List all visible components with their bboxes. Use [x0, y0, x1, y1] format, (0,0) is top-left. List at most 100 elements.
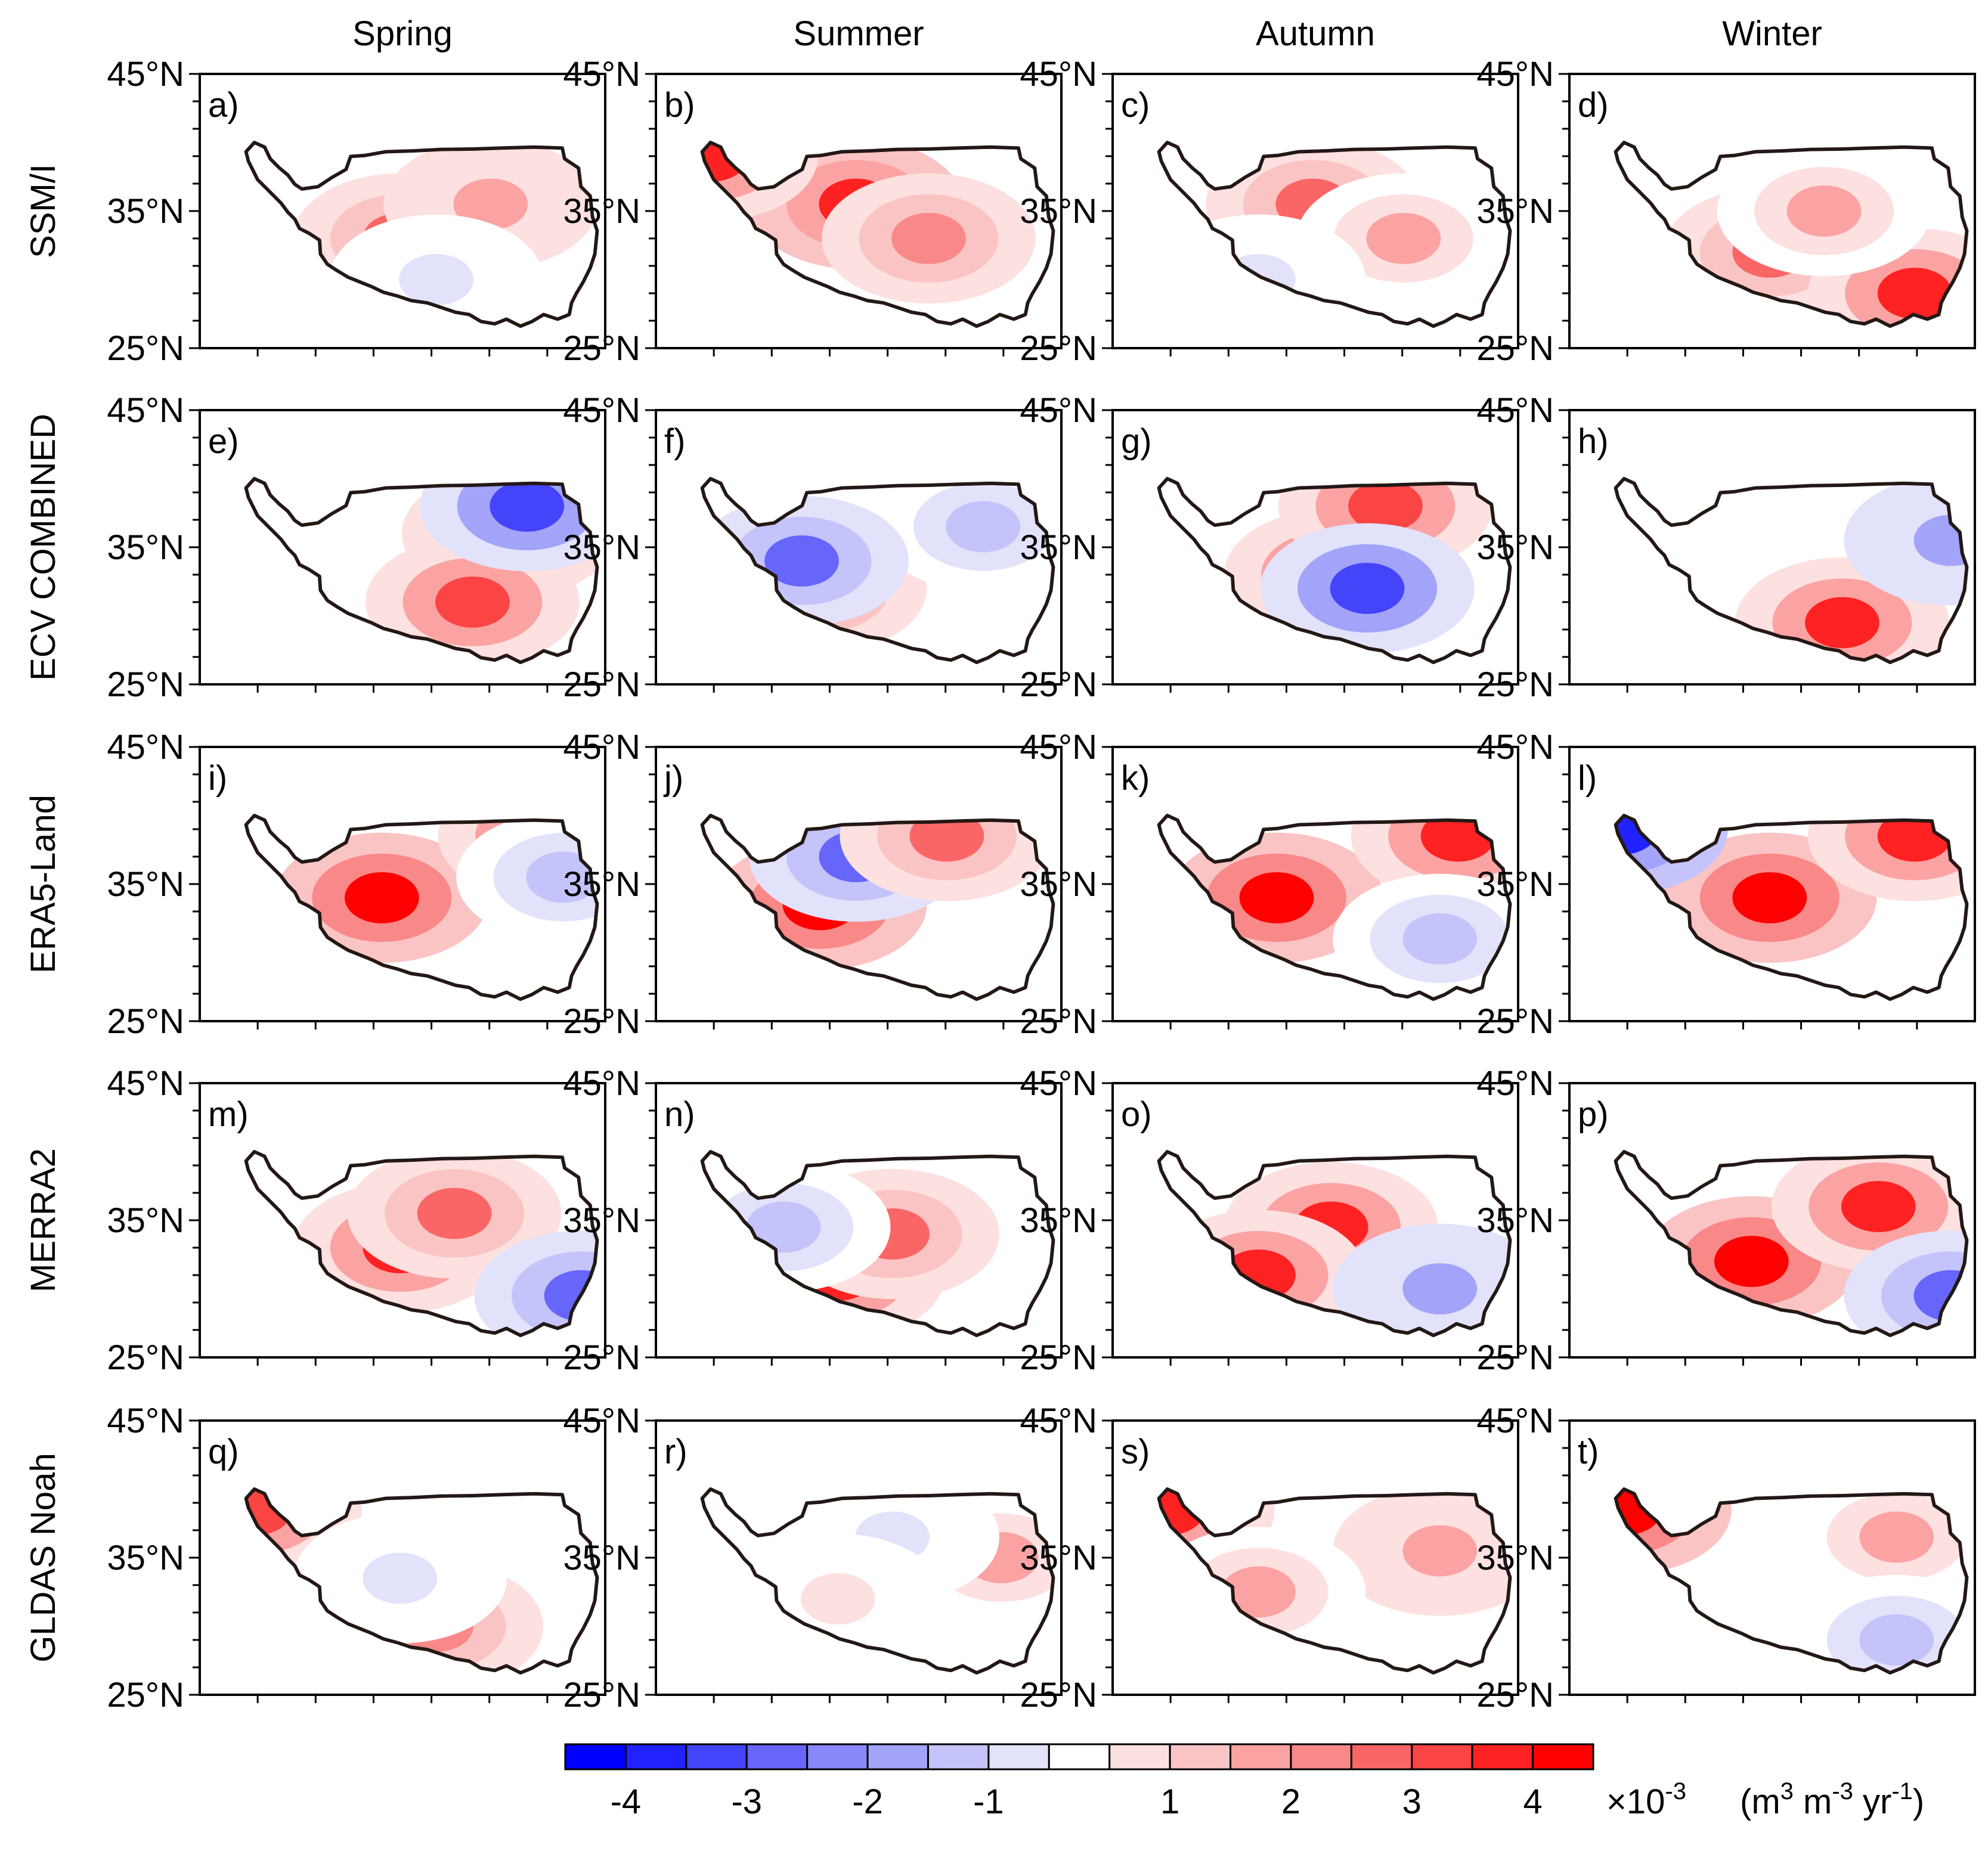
panel-label: d) [1578, 86, 1609, 125]
trend-field-mid [1188, 235, 1329, 324]
trend-field-core [1913, 514, 1967, 566]
y-tick-label: 45°N [563, 1064, 640, 1103]
trend-field-core [1402, 1263, 1478, 1314]
trend-field-core [435, 576, 510, 628]
colorbar-swatch [685, 1743, 748, 1770]
y-tick-label: 35°N [107, 1201, 184, 1240]
map-panel-e: 45°N 35°N 25°N e) [107, 391, 606, 704]
colorbar: -4 -3 -2 -1 1 2 3 4 ×10-3 (m3 m-3 yr-1) [564, 1743, 1924, 1821]
y-tick-label: 35°N [1476, 1201, 1554, 1240]
plateau-boundary [700, 1150, 1055, 1338]
row-title-merra2: MERRA2 [24, 1148, 63, 1292]
y-tick-label: 35°N [1020, 1201, 1097, 1240]
plateau-boundary [244, 141, 599, 328]
colorbar-swatch [1230, 1743, 1292, 1770]
trend-field-outer [1159, 214, 1365, 327]
trend-field-core [526, 851, 597, 903]
y-tick-label: 45°N [1020, 1064, 1097, 1103]
map-panel-j: 45°N 35°N 25°N j) [563, 728, 1063, 1041]
y-tick-label: 45°N [107, 1401, 184, 1440]
colorbar-units-label: (m3 m-3 yr-1) [1740, 1778, 1924, 1821]
trend-field-core [417, 1187, 492, 1239]
plateau-boundary [700, 1487, 1055, 1675]
trend-field-core [946, 501, 1021, 553]
y-tick-label: 35°N [563, 1539, 640, 1577]
trend-field-core [891, 213, 966, 264]
colorbar-swatch [745, 1743, 809, 1770]
y-tick-label: 25°N [107, 1002, 184, 1041]
y-tick-label: 25°N [1476, 1002, 1554, 1041]
y-tick-label: 35°N [1020, 865, 1097, 904]
trend-field-core [1402, 913, 1478, 965]
plateau-boundary [700, 814, 1055, 1001]
y-tick-label: 25°N [1020, 329, 1097, 368]
y-tick-label: 25°N [1020, 1676, 1097, 1714]
y-tick-label: 35°N [563, 528, 640, 567]
trend-field-core [1841, 1181, 1916, 1232]
row-title-era5-land: ERA5-Land [24, 795, 63, 973]
y-tick-label: 45°N [1020, 391, 1097, 430]
trend-field-core [344, 872, 419, 923]
colorbar-swatch [1350, 1743, 1413, 1770]
colorbar-swatch [1532, 1743, 1594, 1770]
colorbar-swatch [1411, 1743, 1473, 1770]
plateau-boundary [1157, 477, 1512, 665]
map-panel-o: 45°N 35°N 25°N o) [1020, 1064, 1519, 1377]
map-panel-q: 45°N 35°N 25°N q) [107, 1401, 606, 1714]
plateau-boundary [244, 477, 599, 665]
trend-field-core [1714, 1236, 1789, 1287]
plateau-boundary [244, 1150, 599, 1338]
row-title-ssm-i: SSM/I [24, 164, 63, 258]
colorbar-tick-label: 3 [1402, 1782, 1422, 1821]
plateau-boundary [1157, 1487, 1512, 1675]
y-tick-label: 45°N [107, 55, 184, 94]
y-tick-label: 45°N [563, 391, 640, 430]
trend-field-core [1330, 563, 1405, 614]
y-tick-label: 35°N [563, 865, 640, 904]
y-tick-label: 45°N [1476, 391, 1554, 430]
colorbar-swatch [1290, 1743, 1352, 1770]
trend-field-core [363, 1552, 438, 1604]
panel-label: f) [664, 422, 685, 461]
column-title-winter: Winter [1722, 14, 1822, 53]
map-panel-m: 45°N 35°N 25°N m) [107, 1064, 606, 1377]
panel-label: r) [664, 1432, 688, 1471]
y-tick-label: 25°N [1476, 329, 1554, 368]
map-panel-r: 45°N 35°N 25°N r) [563, 1401, 1063, 1714]
y-tick-label: 35°N [107, 528, 184, 567]
y-tick-label: 25°N [1476, 1676, 1554, 1714]
colorbar-swatch [1169, 1743, 1232, 1770]
map-panel-b: 45°N 35°N 25°N b) [563, 55, 1063, 368]
trend-field-core [1615, 815, 1658, 855]
plateau-boundary [244, 814, 599, 1001]
colorbar-tick-label: -4 [611, 1782, 642, 1821]
panel-label: p) [1578, 1095, 1609, 1134]
map-panel-i: 45°N 35°N 25°N i) [107, 728, 606, 1041]
y-tick-label: 45°N [1020, 55, 1097, 94]
colorbar-swatch [1471, 1743, 1534, 1770]
y-tick-label: 45°N [563, 728, 640, 767]
y-tick-label: 45°N [1020, 1401, 1097, 1440]
y-tick-label: 35°N [1476, 528, 1554, 567]
colorbar-tick-label: -2 [852, 1782, 883, 1821]
trend-field-core [1877, 268, 1952, 319]
y-tick-label: 45°N [563, 1401, 640, 1440]
row-title-gldas-noah: GLDAS Noah [24, 1453, 63, 1662]
plateau-boundary [1614, 1487, 1969, 1675]
plateau-boundary [1614, 141, 1969, 328]
map-panel-p: 45°N 35°N 25°N p) [1476, 1064, 1976, 1377]
plateau-boundary [1157, 1150, 1512, 1338]
y-tick-label: 25°N [1020, 665, 1097, 704]
trend-field-core [1221, 1566, 1296, 1618]
trend-field-core [1615, 1489, 1662, 1536]
y-tick-label: 45°N [1476, 728, 1554, 767]
y-tick-label: 45°N [1020, 728, 1097, 767]
trend-field-core [1348, 480, 1423, 532]
panel-label: m) [208, 1095, 249, 1134]
trend-field-core [1732, 872, 1807, 923]
y-tick-label: 45°N [1476, 55, 1554, 94]
map-panel-h: 45°N 35°N 25°N h) [1476, 391, 1976, 704]
panel-label: o) [1121, 1095, 1152, 1134]
colorbar-swatch [1108, 1743, 1171, 1770]
y-tick-label: 35°N [107, 865, 184, 904]
